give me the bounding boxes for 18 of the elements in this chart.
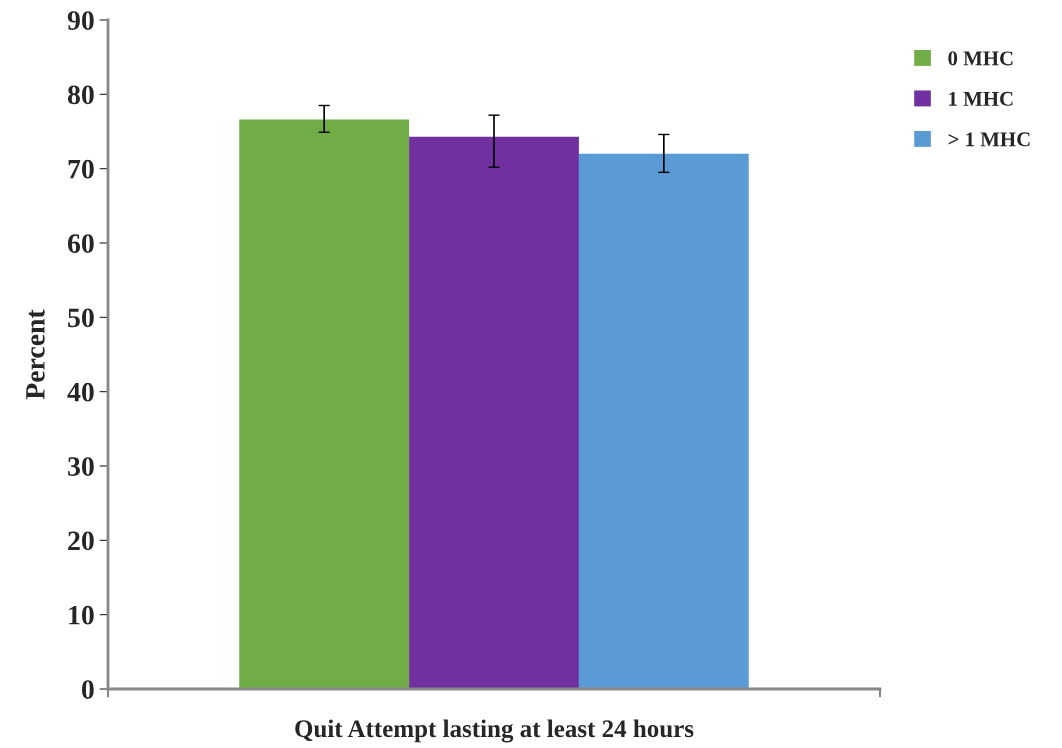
y-tick-label: 0 xyxy=(81,680,94,699)
y-tick-label: 30 xyxy=(68,457,94,476)
y-tick-label: 40 xyxy=(67,382,94,402)
y-axis-title: Percent xyxy=(26,309,45,400)
y-tick-label: 90 xyxy=(67,11,94,30)
x-tick-label: Quit Attempt lasting at least 24 hours xyxy=(295,719,694,743)
y-tick-label: 20 xyxy=(68,531,94,551)
y-tick-label: 60 xyxy=(67,234,94,253)
y-tick-label: 10 xyxy=(69,605,94,625)
y-tick-label: 50 xyxy=(68,308,94,328)
bar xyxy=(578,153,749,689)
bar xyxy=(409,136,579,689)
y-tick-label: 80 xyxy=(67,85,94,105)
legend-label: > 1 MHC xyxy=(948,132,1030,147)
legend-label: 1 MHC xyxy=(949,91,1013,106)
legend-label: 0 MHC xyxy=(948,51,1013,66)
bar xyxy=(239,119,410,689)
y-tick-label: 70 xyxy=(68,159,94,179)
